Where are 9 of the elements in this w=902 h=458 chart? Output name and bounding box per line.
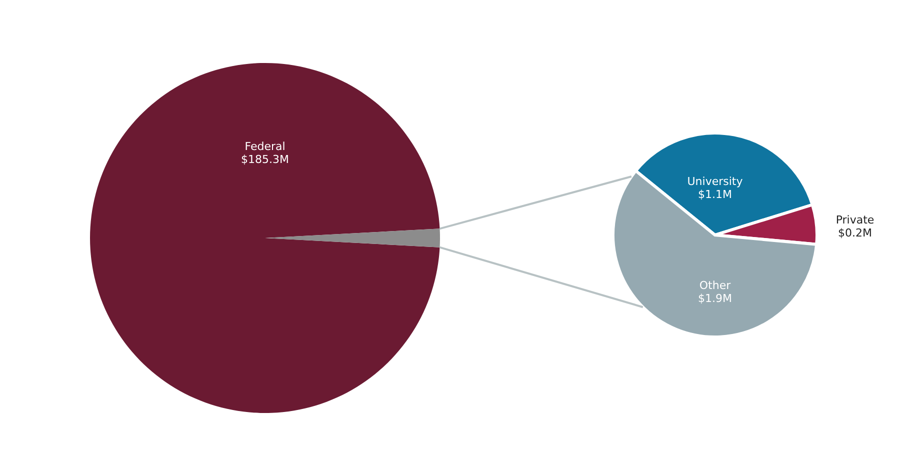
slice-label: University xyxy=(687,174,744,188)
data-label: $0.2M xyxy=(838,226,872,240)
slice-label: Private xyxy=(836,213,874,226)
data-label: $1.9M xyxy=(698,292,732,305)
data-label: $185.3M xyxy=(241,153,289,166)
data-label: $1.1M xyxy=(698,188,732,201)
slice-label: Other xyxy=(699,279,732,292)
slice-label: Federal xyxy=(244,140,286,153)
pie-slice xyxy=(90,63,440,413)
